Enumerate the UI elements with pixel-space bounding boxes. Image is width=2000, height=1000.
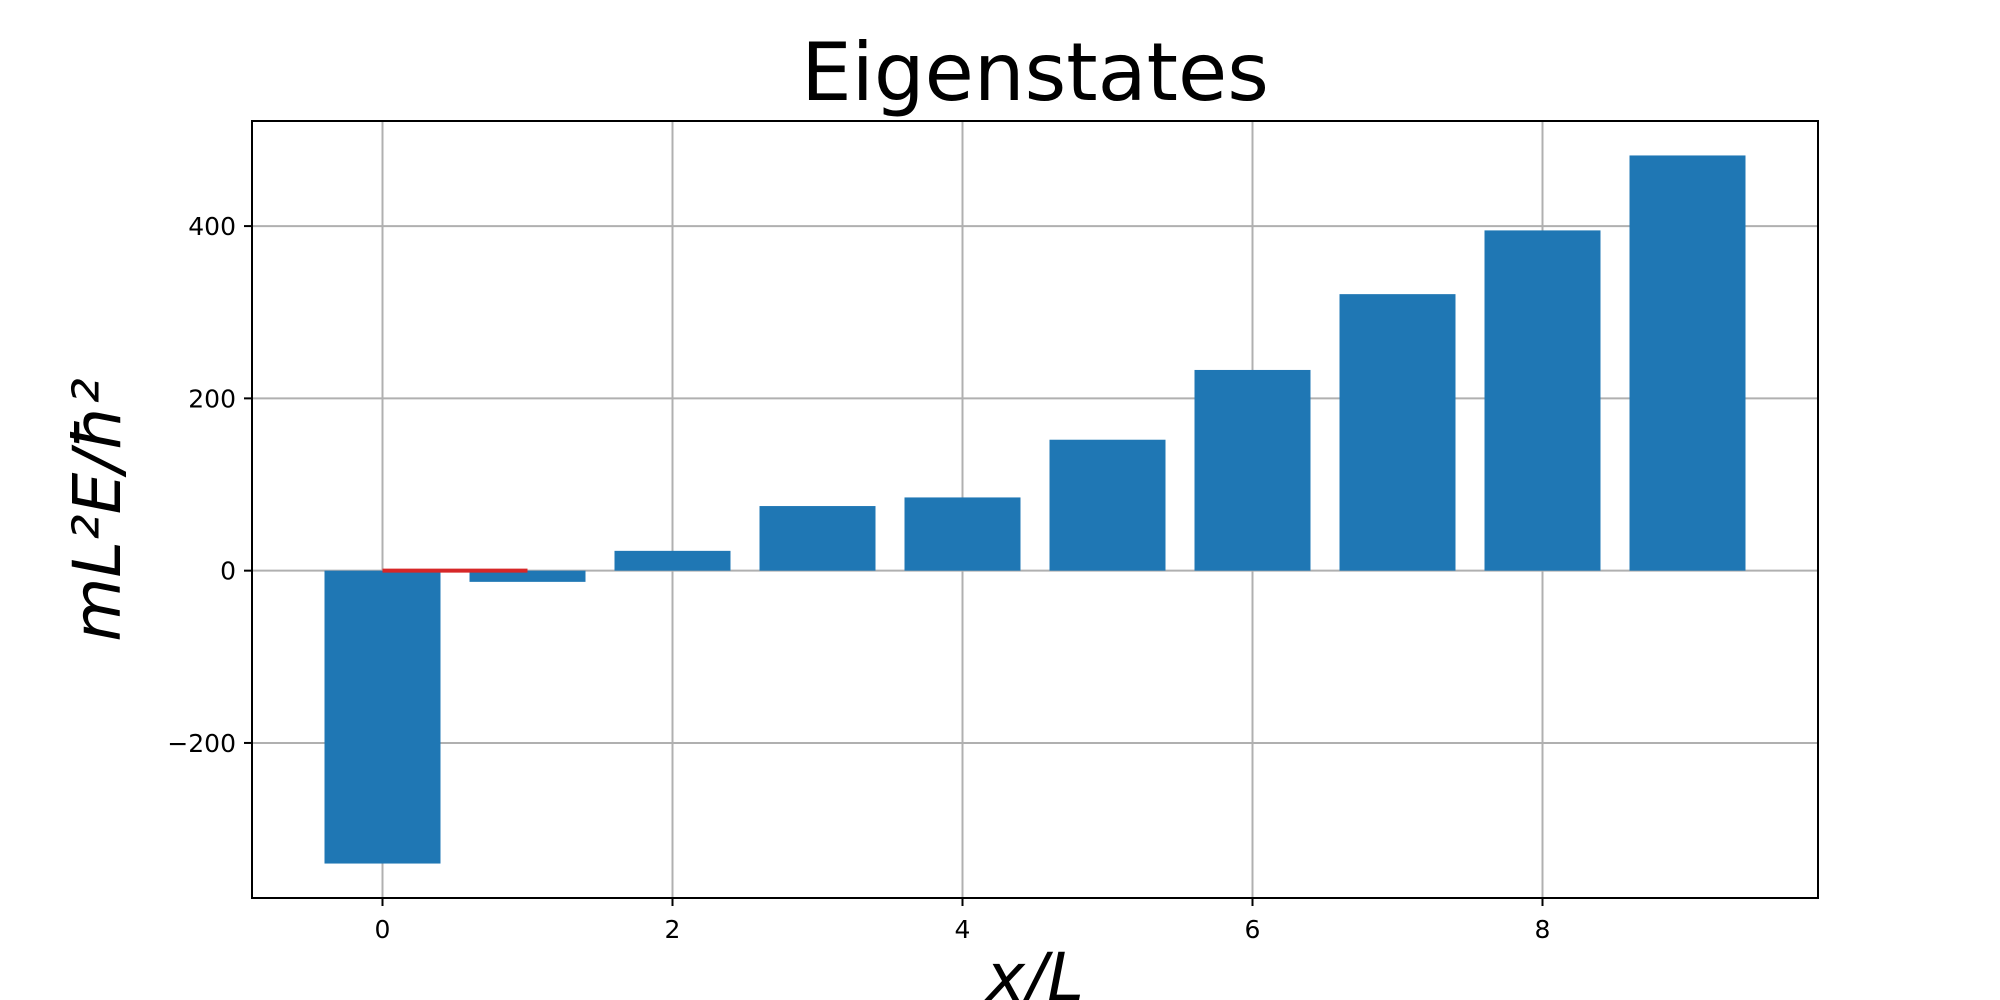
bar (324, 570, 441, 864)
y-tick-label: 400 (188, 212, 236, 241)
x-tick-label: 2 (665, 915, 681, 944)
bar (759, 506, 876, 571)
bar (1049, 439, 1166, 571)
x-tick-label: 0 (375, 915, 391, 944)
bar (469, 570, 586, 582)
y-ticks: −200 0 200 400 (167, 212, 252, 758)
bar (1484, 230, 1601, 571)
bar (1339, 294, 1456, 571)
y-tick-label: 200 (188, 384, 236, 413)
x-tick-label: 6 (1245, 915, 1261, 944)
y-tick-label: −200 (167, 729, 236, 758)
x-axis-label: x/L (984, 939, 1084, 1000)
bar (1194, 369, 1311, 571)
plot-frame (251, 120, 1819, 899)
bar (1629, 155, 1746, 571)
bar (904, 497, 1021, 571)
x-tick-label: 8 (1535, 915, 1551, 944)
bars (324, 155, 1746, 864)
x-tick-label: 4 (955, 915, 971, 944)
bar (614, 550, 731, 571)
y-axis-label: mL²E/ħ² (59, 378, 136, 642)
chart-title: Eigenstates (801, 26, 1269, 119)
x-ticks: 0 2 4 6 8 (375, 898, 1551, 944)
y-tick-label: 0 (220, 557, 236, 586)
